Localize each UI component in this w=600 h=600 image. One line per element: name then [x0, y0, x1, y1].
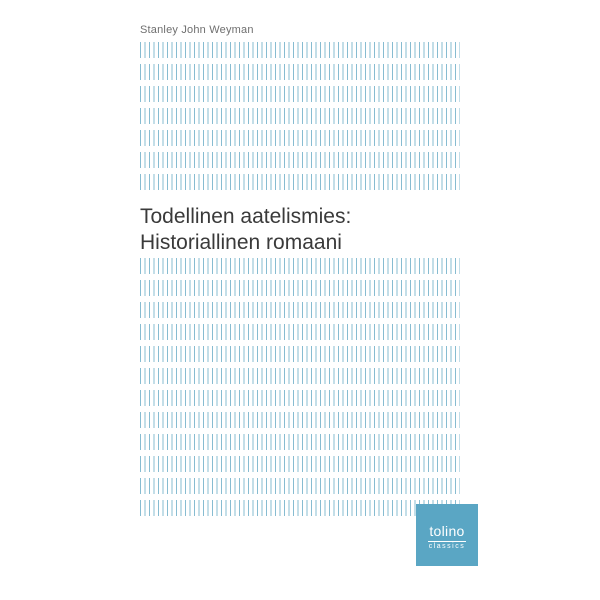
tick-row: [140, 500, 460, 516]
logo-underline: [428, 541, 466, 542]
publisher-logo: tolino classics: [416, 504, 478, 566]
logo-sub: classics: [429, 543, 466, 550]
tick-row: [140, 478, 460, 494]
author-name: Stanley John Weyman: [140, 24, 254, 36]
tick-row: [140, 390, 460, 406]
tick-row: [140, 42, 460, 58]
tick-row: [140, 324, 460, 340]
tick-row: [140, 258, 460, 274]
tick-row: [140, 152, 460, 168]
book-cover: Stanley John Weyman Todellinen aatelismi…: [108, 20, 492, 580]
tick-row: [140, 456, 460, 472]
tick-row: [140, 64, 460, 80]
tick-row: [140, 130, 460, 146]
tick-row: [140, 302, 460, 318]
tick-row: [140, 280, 460, 296]
title-line-2: Historiallinen romaani: [140, 230, 460, 256]
tick-row: [140, 346, 460, 362]
tick-row: [140, 174, 460, 190]
tick-row: [140, 108, 460, 124]
logo-brand: tolino: [429, 523, 464, 539]
tick-row: [140, 412, 460, 428]
tick-row: [140, 86, 460, 102]
tick-row: [140, 434, 460, 450]
tick-row: [140, 368, 460, 384]
pattern-ticks-bottom: [140, 258, 460, 514]
title-line-1: Todellinen aatelismies:: [140, 204, 460, 230]
pattern-ticks-top: [140, 42, 460, 192]
title-block: Todellinen aatelismies: Historiallinen r…: [140, 204, 460, 257]
